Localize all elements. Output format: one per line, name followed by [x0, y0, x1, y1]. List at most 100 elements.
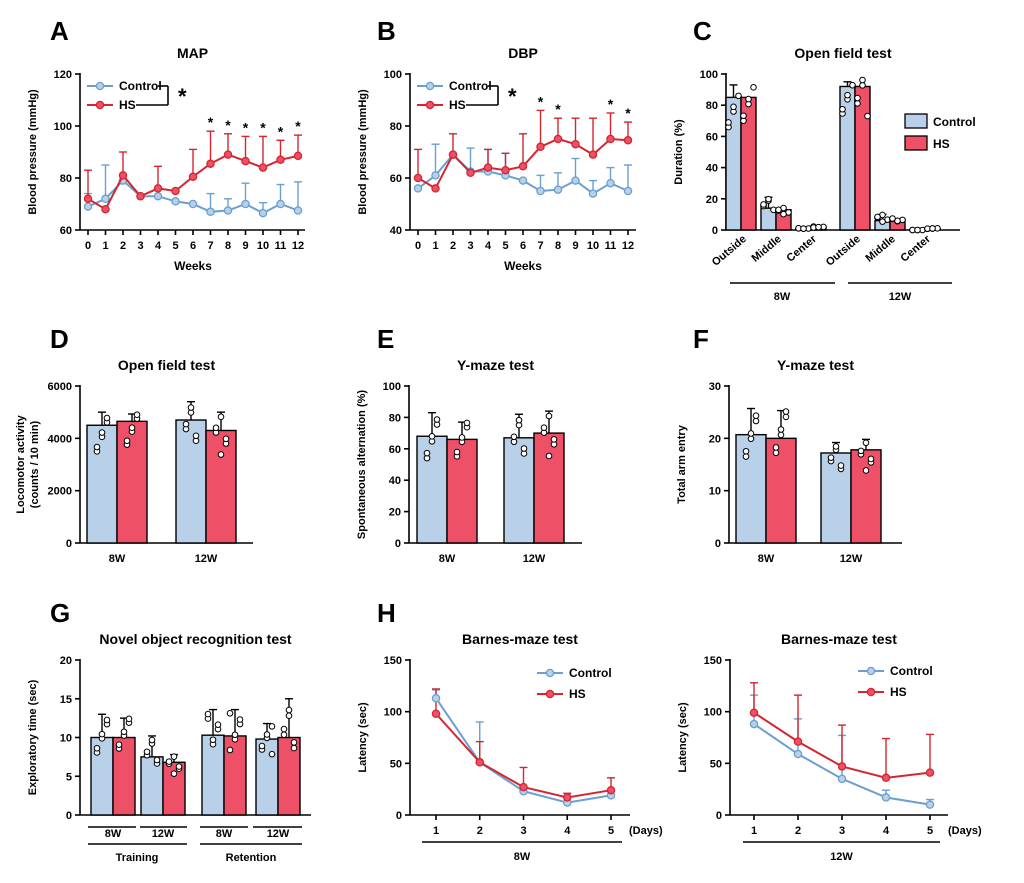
y-tick-label: 0 [396, 810, 402, 822]
data-point [276, 155, 285, 165]
data-dot [857, 447, 865, 455]
y-tick-label: 60 [60, 225, 72, 237]
y-tick-label: 80 [60, 173, 72, 185]
significance-star: * [295, 118, 301, 134]
data-dot [98, 730, 106, 738]
panel-label-d: D [50, 324, 69, 354]
x-tick-label: 3 [839, 825, 845, 837]
data-dot [854, 94, 861, 102]
data-point [448, 150, 458, 159]
data-point [413, 184, 423, 193]
y-tick-label: 10 [709, 486, 721, 498]
chart-F: 0 10 20 30 Total arm entry Y-maze test 8W 12W [676, 357, 902, 565]
data-dot [540, 424, 548, 432]
data-point [241, 156, 250, 166]
data-dot [545, 452, 553, 460]
data-dot [742, 447, 750, 455]
data-point [606, 134, 615, 144]
group-label: 8W [774, 291, 791, 303]
data-dot [290, 739, 298, 746]
data-dot [864, 112, 871, 120]
data-dot [103, 414, 111, 422]
x-tick-label: 0 [85, 240, 91, 252]
y-tick-label: 4000 [48, 433, 72, 445]
x-tick-label: 9 [242, 240, 248, 252]
data-dot [93, 744, 101, 752]
bar-control [735, 433, 767, 544]
bar-control [86, 424, 118, 544]
data-point [501, 165, 510, 175]
data-dot [280, 731, 288, 739]
data-dot [780, 210, 787, 218]
bar-hs [223, 735, 247, 816]
y-tick-label: 0 [395, 538, 401, 550]
y-tick-label: 20 [389, 507, 401, 519]
data-dot [777, 431, 785, 439]
data-dot [170, 770, 178, 777]
data-dot [867, 455, 875, 463]
x-tick-label: 5 [502, 240, 508, 252]
significance-star: * [278, 123, 284, 139]
y-axis-label: Exploratory time (sec) [27, 679, 39, 795]
panel-label-g: G [50, 598, 70, 628]
data-dot [123, 437, 131, 445]
data-dot [463, 419, 471, 427]
legend-label: HS [569, 687, 586, 701]
data-dot [93, 443, 101, 451]
y-tick-label: 100 [704, 707, 722, 719]
panel-label-b: B [377, 16, 396, 46]
x-tick-label: 3 [137, 240, 143, 252]
y-tick-label: 10 [60, 733, 72, 745]
data-dot [115, 741, 123, 748]
data-point [571, 139, 580, 149]
y-tick-label: 120 [54, 69, 72, 81]
data-dot [929, 225, 936, 232]
data-dot [747, 435, 755, 443]
y-tick-label: 0 [715, 538, 721, 550]
significance-star: * [208, 114, 214, 130]
data-dot [280, 725, 288, 733]
y-tick-label: 80 [390, 121, 402, 133]
x-unit-label: (Days) [629, 825, 663, 837]
data-point [83, 194, 93, 204]
data-point [519, 782, 528, 792]
y-tick-label: 15 [60, 694, 72, 706]
x-tick-label: 3 [467, 240, 473, 252]
y-tick-label: 0 [66, 538, 72, 550]
y-tick-label: 20 [60, 655, 72, 667]
x-tick-label: 8W [109, 553, 126, 565]
y-tick-label: 80 [389, 412, 401, 424]
group-label: 12W [889, 291, 912, 303]
data-dot [153, 756, 161, 764]
data-point [749, 708, 759, 717]
data-dot [204, 710, 212, 718]
data-dot [170, 753, 178, 760]
x-tick-label: 12W [840, 553, 863, 565]
data-dot [832, 443, 840, 450]
bar-control [725, 96, 742, 231]
x-tick-label: 12 [622, 240, 634, 252]
data-dot [263, 731, 271, 738]
legend-label: HS [119, 98, 136, 112]
data-point [101, 194, 110, 204]
y-tick-label: 0 [716, 810, 722, 822]
data-point [258, 163, 268, 172]
data-dot [128, 424, 136, 432]
x-tick-label: 11 [605, 240, 617, 252]
x-tick-label: 4 [485, 240, 492, 252]
x-tick-label: 8 [225, 240, 231, 252]
data-dot [510, 433, 518, 441]
data-point [881, 793, 891, 802]
data-dot [735, 92, 742, 100]
x-tick-label: 1 [102, 240, 108, 252]
chart-title: Y-maze test [777, 357, 854, 373]
y-tick-label: 5 [66, 771, 72, 783]
x-tick-label: 3 [520, 825, 526, 837]
data-dot [775, 206, 782, 214]
y-tick-label: 60 [390, 173, 402, 185]
bar-hs [446, 438, 478, 544]
data-dot [815, 223, 822, 231]
data-dot [844, 91, 851, 99]
data-dot [750, 84, 757, 91]
